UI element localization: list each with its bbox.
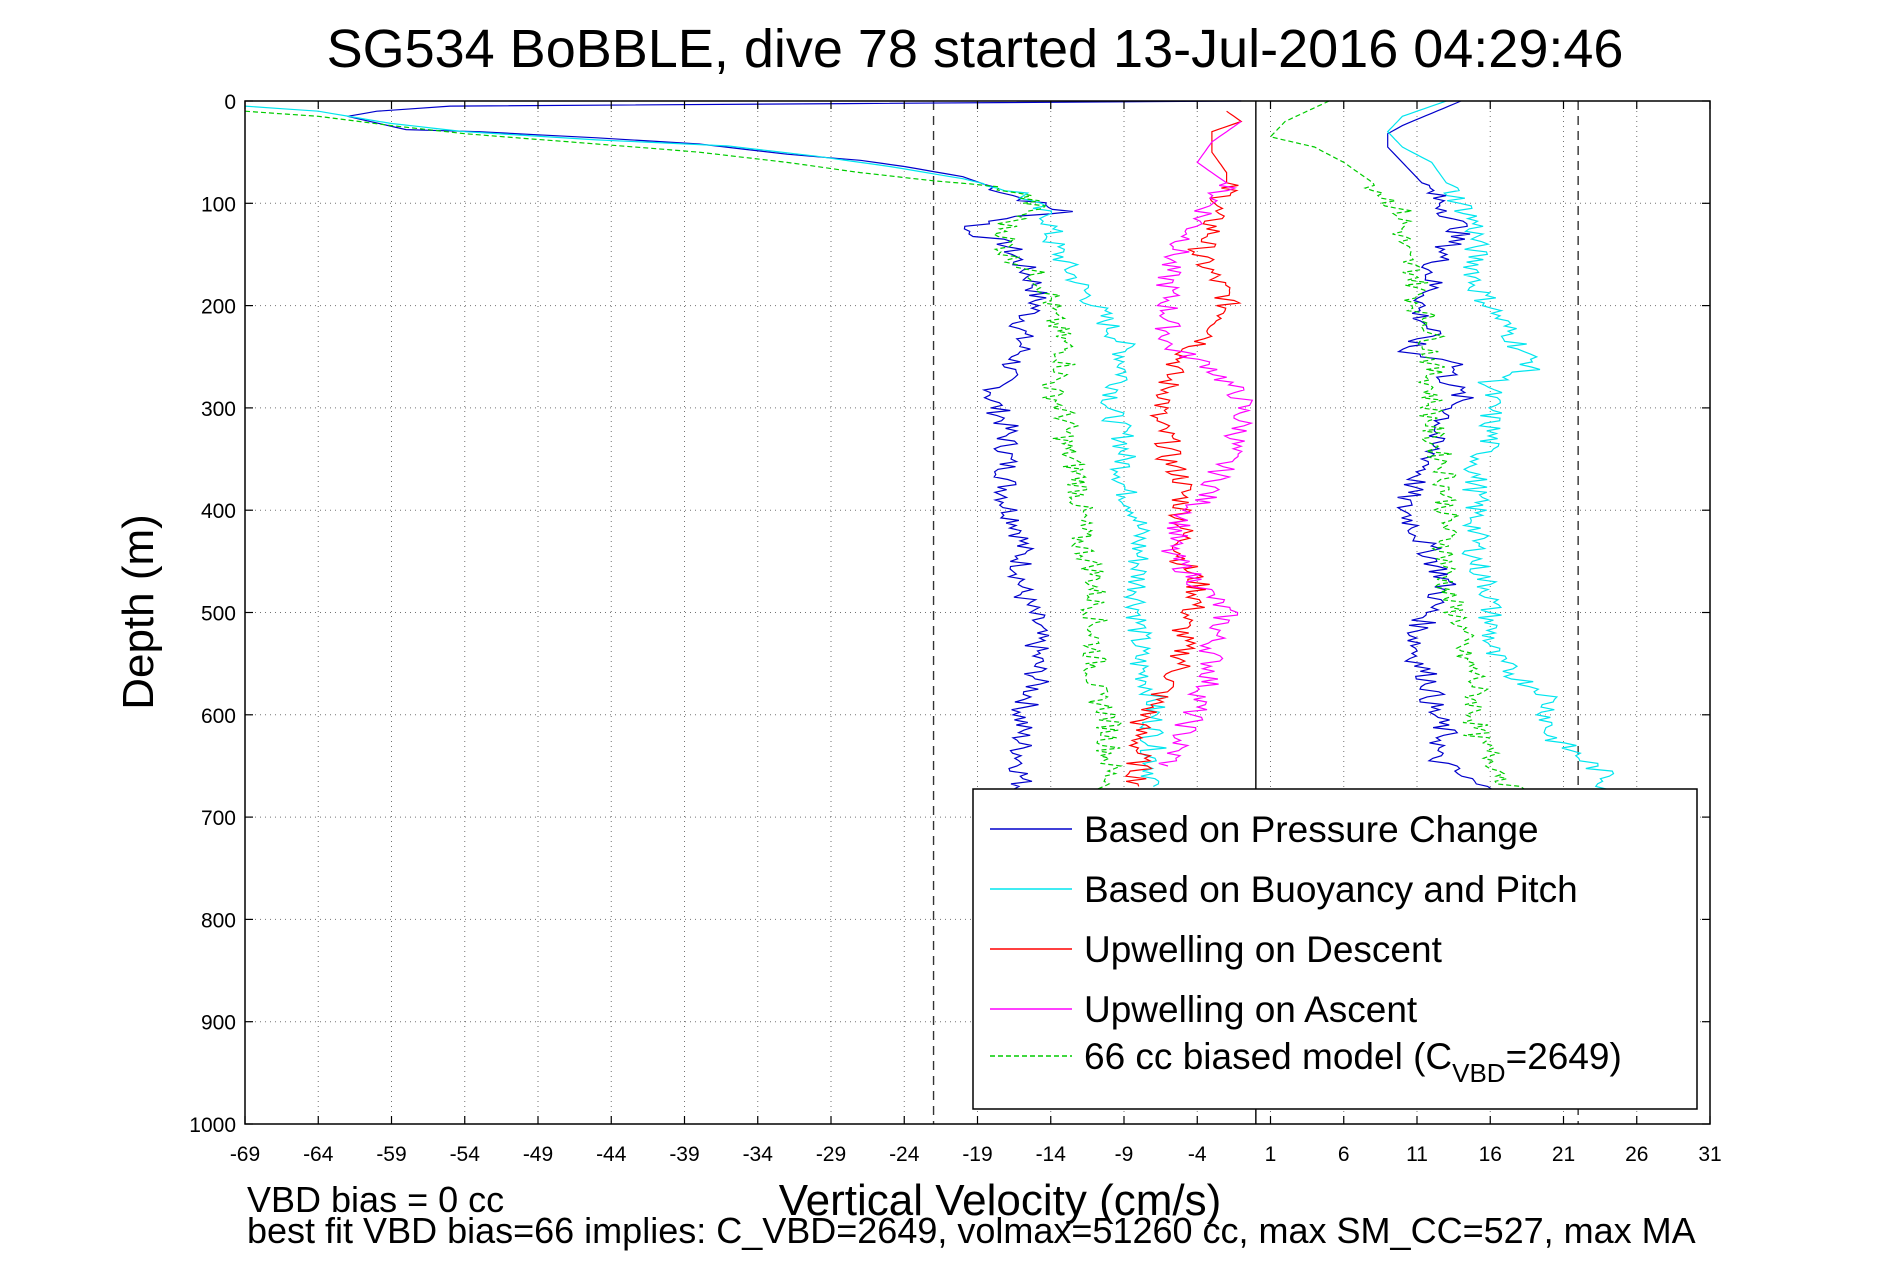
y-tick-label: 700 [201, 807, 236, 830]
x-tick-label: -19 [962, 1143, 992, 1166]
x-tick-label: -59 [376, 1143, 406, 1166]
x-tick-label: -64 [303, 1143, 334, 1166]
y-tick-label: 0 [224, 91, 236, 114]
series-line-1 [244, 105, 1167, 787]
series-line-0 [347, 100, 1242, 808]
y-tick-label: 300 [201, 398, 236, 421]
x-tick-label: 11 [1406, 1143, 1428, 1166]
x-tick-label: -69 [230, 1143, 260, 1166]
series-layer [244, 100, 1619, 808]
footer-line-2: best fit VBD bias=66 implies: C_VBD=2649… [247, 1210, 1696, 1251]
y-tick-label: 600 [201, 705, 236, 728]
y-tick-label: 200 [201, 296, 236, 319]
footer-line-1: VBD bias = 0 cc [247, 1179, 504, 1220]
series-line-6 [1386, 100, 1619, 808]
x-tick-label: 21 [1552, 1143, 1575, 1166]
legend-label-3: Upwelling on Ascent [1084, 989, 1418, 1030]
series-line-5 [1387, 100, 1510, 808]
series-line-2 [1124, 110, 1243, 787]
series-line-4 [244, 110, 1124, 808]
legend-label-4: 66 cc biased model (CVBD=2649) [1084, 1036, 1622, 1088]
legend: Based on Pressure Change Based on Buoyanc… [972, 788, 1698, 1110]
x-tick-label: -49 [523, 1143, 553, 1166]
legend-label-1: Based on Buoyancy and Pitch [1084, 869, 1578, 910]
x-tick-label: -39 [669, 1143, 699, 1166]
chart-title: SG534 BoBBLE, dive 78 started 13-Jul-201… [327, 19, 1624, 79]
y-tick-label: 500 [201, 603, 236, 626]
y-axis-ticks: 0 100 200 300 400 500 600 700 800 900 1000 [189, 91, 1710, 1137]
x-tick-label: 26 [1625, 1143, 1648, 1166]
x-tick-label: 16 [1479, 1143, 1502, 1166]
x-tick-label: -44 [596, 1143, 627, 1166]
x-tick-label: 1 [1265, 1143, 1277, 1166]
series-line-7 [1269, 100, 1530, 808]
series-line-3 [1154, 121, 1254, 767]
x-tick-label: -54 [450, 1143, 481, 1166]
y-tick-label: 1000 [189, 1114, 236, 1137]
x-tick-label: -29 [816, 1143, 846, 1166]
x-tick-label: -24 [889, 1143, 920, 1166]
x-tick-label: -14 [1036, 1143, 1067, 1166]
x-tick-label: -9 [1115, 1143, 1134, 1166]
x-tick-label: -34 [743, 1143, 774, 1166]
x-axis-label: Vertical Velocity (cm/s) [779, 1176, 1222, 1225]
x-tick-label: 31 [1698, 1143, 1721, 1166]
y-tick-label: 400 [201, 500, 236, 523]
x-tick-label: 6 [1338, 1143, 1350, 1166]
x-tick-label: -4 [1188, 1143, 1207, 1166]
y-tick-label: 100 [201, 193, 236, 216]
y-axis-label: Depth (m) [114, 514, 163, 710]
y-tick-label: 800 [201, 909, 236, 932]
legend-label-2: Upwelling on Descent [1084, 929, 1443, 970]
x-axis-ticks: -69 -64 -59 -54 -49 -44 -39 -34 -29 -24 -19 -14 -9 -4… [230, 101, 1722, 1166]
legend-label-0: Based on Pressure Change [1084, 809, 1539, 850]
legend-box [972, 788, 1698, 1110]
y-tick-label: 900 [201, 1012, 236, 1035]
